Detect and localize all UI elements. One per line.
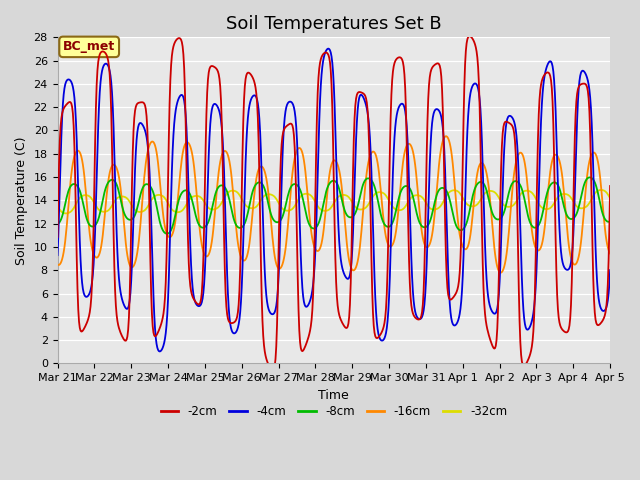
-32cm — [380, 191, 388, 196]
-16cm — [54, 262, 61, 267]
-4cm — [435, 108, 443, 114]
-2cm — [435, 60, 442, 66]
-2cm — [557, 324, 565, 330]
-32cm — [54, 203, 61, 209]
-16cm — [557, 165, 565, 171]
-16cm — [325, 173, 333, 179]
-16cm — [442, 133, 450, 139]
-2cm — [175, 35, 182, 41]
-32cm — [62, 211, 70, 216]
Line: -4cm: -4cm — [58, 48, 610, 351]
-32cm — [176, 209, 184, 215]
-8cm — [556, 188, 564, 194]
-8cm — [606, 218, 614, 224]
-16cm — [175, 185, 182, 191]
-4cm — [54, 252, 61, 258]
-8cm — [163, 231, 171, 237]
-4cm — [176, 94, 184, 99]
Text: BC_met: BC_met — [63, 40, 115, 53]
Legend: -2cm, -4cm, -8cm, -16cm, -32cm: -2cm, -4cm, -8cm, -16cm, -32cm — [156, 400, 512, 423]
-8cm — [435, 189, 442, 194]
-4cm — [557, 249, 565, 254]
-16cm — [379, 211, 387, 217]
-2cm — [380, 324, 388, 329]
-8cm — [200, 225, 207, 230]
-32cm — [435, 205, 442, 211]
-4cm — [200, 290, 207, 296]
-32cm — [606, 195, 614, 201]
-16cm — [606, 251, 614, 256]
-32cm — [556, 192, 564, 198]
Line: -2cm: -2cm — [58, 36, 610, 371]
-16cm — [433, 179, 441, 185]
-16cm — [497, 270, 504, 276]
X-axis label: Time: Time — [319, 389, 349, 402]
-32cm — [326, 206, 334, 212]
-32cm — [200, 198, 207, 204]
-4cm — [606, 267, 614, 273]
-2cm — [466, 33, 474, 39]
-32cm — [597, 187, 605, 193]
Y-axis label: Soil Temperature (C): Soil Temperature (C) — [15, 136, 28, 264]
-2cm — [326, 60, 334, 65]
Line: -8cm: -8cm — [58, 178, 610, 234]
-4cm — [324, 46, 332, 51]
-2cm — [269, 368, 276, 373]
-8cm — [326, 180, 334, 186]
Line: -16cm: -16cm — [58, 136, 610, 273]
-8cm — [176, 195, 184, 201]
-8cm — [586, 175, 593, 180]
-2cm — [606, 183, 614, 189]
-4cm — [327, 49, 335, 55]
Line: -32cm: -32cm — [58, 190, 610, 214]
-16cm — [199, 246, 207, 252]
-8cm — [380, 220, 388, 226]
Title: Soil Temperatures Set B: Soil Temperatures Set B — [226, 15, 442, 33]
-2cm — [54, 234, 61, 240]
-4cm — [381, 335, 388, 341]
-8cm — [54, 221, 61, 227]
-2cm — [199, 277, 207, 283]
-4cm — [156, 348, 163, 354]
